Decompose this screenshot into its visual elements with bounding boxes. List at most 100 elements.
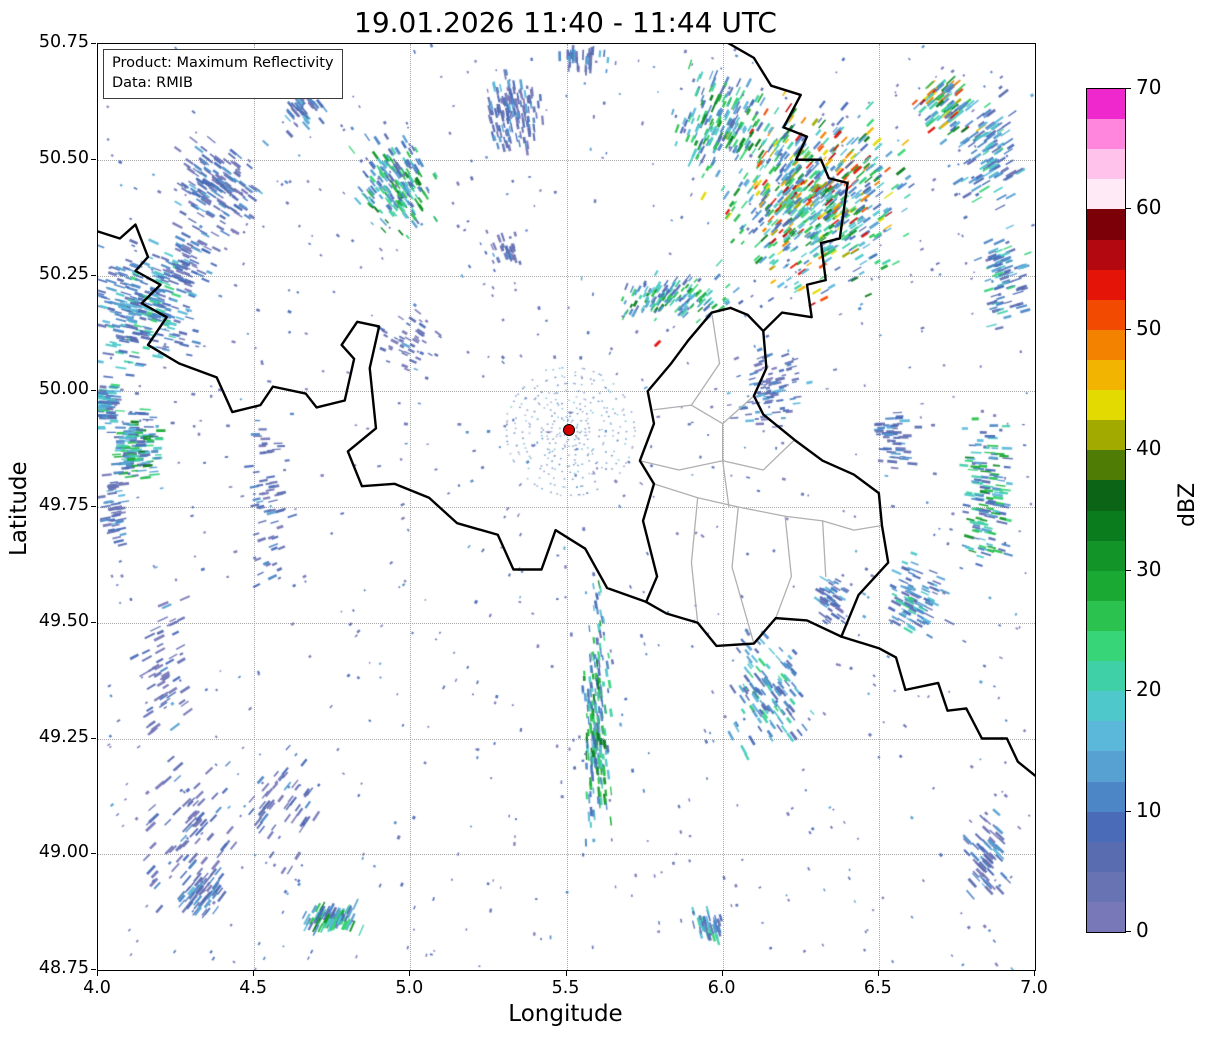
y-tick-mark [91, 506, 96, 507]
colorbar-segment [1087, 871, 1125, 902]
x-tick-mark [721, 971, 723, 976]
y-tick-mark [91, 43, 96, 44]
district-border-line [823, 521, 826, 577]
colorbar-segment [1087, 209, 1125, 240]
x-tick-label: 6.5 [863, 978, 892, 998]
x-tick-label: 5.0 [395, 978, 424, 998]
district-border-line [776, 516, 792, 618]
product-info-box: Product: Maximum Reflectivity Data: RMIB [103, 49, 343, 99]
colorbar-segment [1087, 269, 1125, 300]
colorbar-segment [1087, 540, 1125, 571]
y-tick-mark [91, 390, 96, 392]
radar-site-marker [563, 424, 576, 437]
colorbar-segment [1087, 89, 1125, 120]
district-border-line [654, 396, 754, 424]
colorbar-segment [1087, 691, 1125, 722]
colorbar-segment [1087, 781, 1125, 812]
y-tick-mark [91, 158, 96, 160]
colorbar-tick-mark [1126, 810, 1131, 812]
colorbar-tick-mark [1126, 569, 1131, 571]
y-tick-mark [91, 737, 96, 739]
x-tick-mark [877, 971, 879, 976]
country-border-line [726, 44, 848, 331]
colorbar-segment [1087, 480, 1125, 511]
colorbar-tick-label: 20 [1136, 677, 1162, 702]
colorbar-tick-label: 30 [1136, 556, 1162, 581]
country-border-line [754, 331, 888, 637]
colorbar-segment [1087, 239, 1125, 270]
colorbar-tick-label: 0 [1136, 918, 1149, 942]
x-tick-label: 6.0 [707, 978, 736, 998]
colorbar-segment [1087, 630, 1125, 662]
colorbar-segment [1087, 901, 1125, 933]
colorbar-tick-mark [1126, 88, 1131, 89]
district-border-line [654, 484, 882, 530]
country-border-line [640, 308, 731, 602]
colorbar-segment [1087, 721, 1125, 752]
colorbar-label: dBZ [1175, 482, 1200, 528]
colorbar-segment [1087, 119, 1125, 150]
figure-title: 19.01.2026 11:40 - 11:44 UTC [354, 6, 777, 39]
y-tick-mark [91, 621, 96, 623]
x-tick-mark [253, 971, 255, 976]
colorbar-tick-mark [1126, 328, 1131, 330]
radar-echo-canvas [98, 44, 1035, 970]
y-tick-label: 50.00 [38, 379, 89, 400]
plot-area: Product: Maximum Reflectivity Data: RMIB [97, 43, 1036, 971]
colorbar-segment [1087, 751, 1125, 782]
colorbar-segment [1087, 420, 1125, 451]
colorbar-segment [1087, 811, 1125, 842]
x-axis-label: Longitude [508, 1001, 623, 1027]
country-border-line [841, 637, 1035, 776]
colorbar-tick-mark [1126, 208, 1131, 210]
x-tick-label: 7.0 [1020, 978, 1048, 998]
colorbar-segment [1087, 570, 1125, 601]
y-axis-label: Latitude [6, 461, 32, 557]
y-tick-mark [91, 274, 96, 276]
product-line: Product: Maximum Reflectivity [112, 55, 334, 71]
colorbar-tick-label: 60 [1136, 195, 1162, 220]
y-tick-label: 50.25 [38, 263, 89, 284]
y-tick-label: 49.00 [38, 842, 89, 863]
country-border-line [646, 602, 841, 646]
y-tick-label: 49.50 [38, 610, 89, 631]
x-tick-mark [97, 971, 98, 976]
colorbar [1086, 88, 1126, 933]
colorbar-segment [1087, 359, 1125, 391]
colorbar-segment [1087, 450, 1125, 481]
colorbar-segment [1087, 510, 1125, 541]
y-tick-label: 49.25 [38, 726, 89, 747]
colorbar-tick-mark [1126, 931, 1131, 932]
colorbar-tick-mark [1126, 449, 1131, 451]
data-source-line: Data: RMIB [112, 75, 193, 92]
country-border-line [98, 225, 646, 602]
colorbar-tick-label: 10 [1136, 797, 1162, 822]
district-border-line [640, 440, 795, 470]
x-tick-mark [1034, 971, 1035, 976]
colorbar-segment [1087, 149, 1125, 180]
colorbar-tick-label: 70 [1136, 75, 1162, 99]
x-tick-label: 4.0 [83, 978, 111, 998]
colorbar-segment [1087, 299, 1125, 330]
y-tick-mark [91, 969, 96, 970]
district-border-line [691, 498, 697, 623]
y-tick-mark [91, 853, 96, 855]
colorbar-segment [1087, 661, 1125, 692]
colorbar-tick-label: 50 [1136, 315, 1162, 340]
x-tick-label: 4.5 [239, 978, 268, 998]
y-tick-label: 48.75 [38, 958, 89, 978]
x-tick-mark [409, 971, 411, 976]
x-tick-mark [565, 971, 567, 976]
y-tick-label: 50.50 [38, 147, 89, 168]
colorbar-tick-label: 40 [1136, 436, 1162, 461]
colorbar-segment [1087, 329, 1125, 360]
colorbar-segment [1087, 390, 1125, 421]
y-tick-label: 49.75 [38, 495, 89, 515]
colorbar-segment [1087, 841, 1125, 872]
district-border-line [691, 313, 719, 406]
district-border-line [723, 461, 729, 507]
country-borders-overlay [98, 44, 1035, 970]
colorbar-segment [1087, 179, 1125, 210]
x-tick-label: 5.5 [551, 978, 580, 998]
